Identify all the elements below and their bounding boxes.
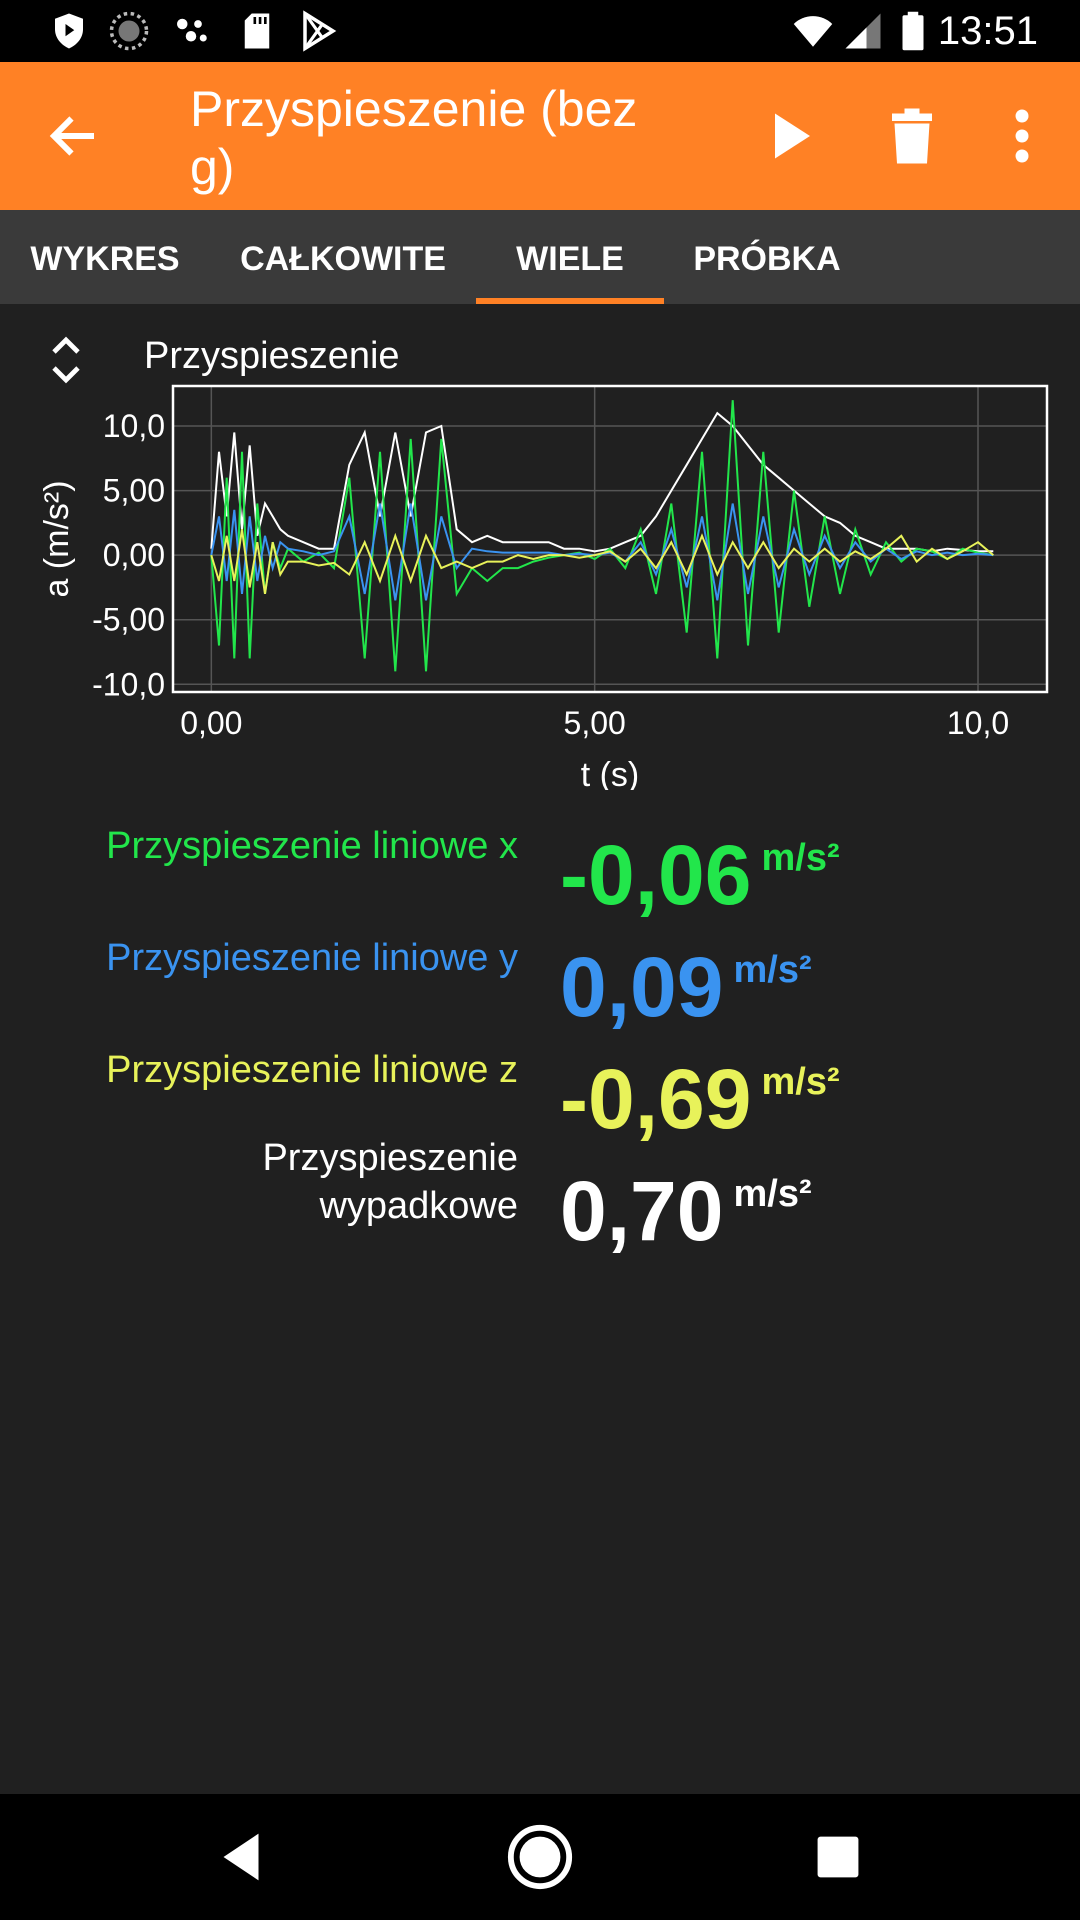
graph-title: Przyspieszenie — [144, 335, 400, 377]
play-icon[interactable] — [760, 106, 820, 166]
tab-bar: WYKRES CAŁKOWITE WIELE PRÓBKA — [0, 210, 1080, 304]
value-unit-y: m/s² — [733, 949, 812, 991]
y-tick-label: -5,00 — [92, 602, 165, 638]
value-y: 0,09 m/s² — [560, 922, 812, 1035]
x-tick-label: 5,00 — [564, 705, 626, 741]
trash-icon[interactable] — [882, 106, 942, 166]
value-number-z: -0,69 — [560, 1052, 752, 1146]
value-number-y: 0,09 — [560, 940, 724, 1034]
signal-icon — [845, 13, 881, 49]
value-row-y: Przyspieszenie liniowe y 0,09 m/s² — [0, 922, 1080, 1034]
y-tick-label: 5,00 — [103, 473, 165, 509]
status-bar: 13:51 — [0, 0, 1080, 62]
value-label-total: Przyspieszenie wypadkowe — [262, 1134, 518, 1230]
value-label-z: Przyspieszenie liniowe z — [106, 1049, 518, 1091]
x-tick-label: 10,0 — [947, 705, 1009, 741]
value-unit-x: m/s² — [761, 837, 840, 879]
series-line-0 — [210, 411, 994, 553]
value-total: 0,70 m/s² — [560, 1146, 812, 1259]
play-store-icon — [303, 10, 337, 52]
recents-square-icon[interactable] — [803, 1822, 873, 1892]
shield-icon — [55, 13, 83, 49]
y-tick-label: 10,0 — [103, 408, 165, 444]
value-row-total: Przyspieszenie wypadkowe 0,70 m/s² — [0, 1134, 1080, 1258]
plot-frame — [171, 384, 1049, 694]
wifi-icon — [793, 16, 833, 47]
dots-icon — [177, 18, 207, 42]
clock: 13:51 — [937, 9, 1038, 53]
value-z: -0,69 m/s² — [560, 1034, 840, 1147]
back-triangle-icon[interactable] — [206, 1822, 276, 1892]
y-tick-label: -10,0 — [92, 666, 165, 702]
x-axis-label: t (s) — [581, 756, 640, 790]
value-number-x: -0,06 — [560, 828, 752, 922]
sync-circle-icon — [109, 11, 149, 51]
value-unit-z: m/s² — [761, 1061, 840, 1103]
tab-wiele[interactable]: WIELE — [476, 210, 664, 304]
value-x: -0,06 m/s² — [560, 810, 840, 923]
home-circle-icon[interactable] — [505, 1822, 575, 1892]
tab-probka[interactable]: PRÓBKA — [693, 240, 841, 278]
x-tick-label: 0,00 — [180, 705, 242, 741]
app-bar: Przyspieszenie (bez g) — [0, 62, 1080, 210]
value-row-z: Przyspieszenie liniowe z -0,69 m/s² — [0, 1034, 1080, 1146]
page-title: Przyspieszenie (bez g) — [190, 81, 638, 195]
value-label-total-line2: wypadkowe — [319, 1185, 518, 1227]
value-label-x: Przyspieszenie liniowe x — [106, 825, 518, 867]
value-row-x: Przyspieszenie liniowe x -0,06 m/s² — [0, 810, 1080, 922]
value-label-y: Przyspieszenie liniowe y — [106, 937, 518, 979]
value-unit-total: m/s² — [733, 1173, 812, 1215]
back-arrow-icon[interactable] — [44, 106, 104, 166]
more-vert-icon[interactable] — [1000, 106, 1044, 166]
series-line-3 — [210, 529, 994, 595]
navigation-bar — [0, 1794, 1080, 1920]
expand-collapse-icon[interactable] — [46, 334, 86, 386]
y-axis-label: a (m/s²) — [38, 480, 76, 597]
tab-wykres[interactable]: WYKRES — [30, 240, 180, 278]
acceleration-chart[interactable]: 0,00 5,00 10,0 10,0 5,00 0,00 -5,00 -10,0 t (s) a… — [0, 370, 1080, 790]
value-label-total-line1: Przyspieszenie — [262, 1137, 518, 1179]
y-tick-label: 0,00 — [103, 537, 165, 573]
battery-icon — [902, 11, 924, 51]
plot-area — [173, 386, 1047, 692]
value-number-total: 0,70 — [560, 1164, 724, 1258]
tab-calkowite[interactable]: CAŁKOWITE — [240, 240, 446, 278]
sd-card-icon — [244, 13, 270, 49]
